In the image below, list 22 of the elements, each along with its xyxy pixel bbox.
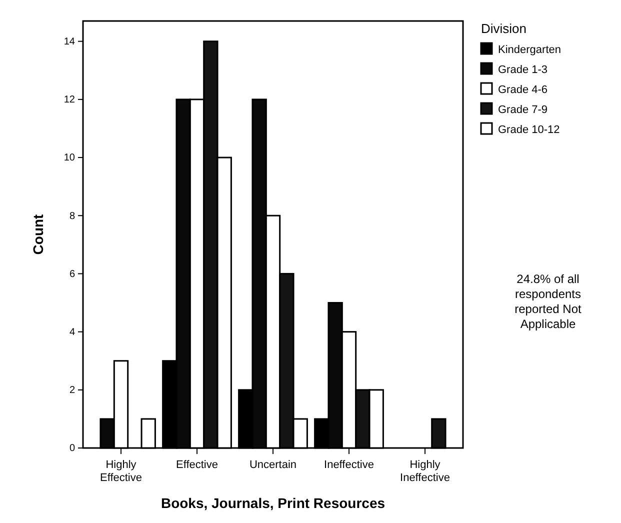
x-tick-label: Ineffective: [324, 459, 374, 471]
text: 24.8% of all respondents reported Not Applicable: [514, 272, 582, 331]
legend-label: Grade 1-3: [498, 64, 548, 76]
x-axis-title: Books, Journals, Print Resources: [160, 495, 386, 511]
legend-title: Division: [481, 21, 527, 36]
y-axis-title: Count: [30, 214, 46, 255]
x-tick-label: Highly Ineffective: [400, 459, 450, 484]
x-tick-label: Uncertain: [249, 459, 297, 471]
y-tick-label: 14: [64, 36, 76, 48]
legend-label: Grade 10-12: [498, 124, 560, 136]
y-tick-label: 0: [69, 443, 76, 454]
legend-label: Grade 4-6: [498, 84, 548, 96]
y-tick-label: 4: [69, 327, 76, 338]
y-tick-label: 2: [69, 385, 76, 396]
x-tick-label: Effective: [176, 459, 218, 471]
legend-label: Grade 7-9: [498, 104, 548, 116]
x-tick-label: Highly Effective: [100, 459, 142, 484]
legend-label: Kindergarten: [498, 44, 561, 56]
y-tick-label: 6: [69, 268, 76, 280]
y-tick-label: 8: [69, 210, 76, 222]
y-tick-label: 10: [64, 152, 76, 164]
y-tick-label: 12: [64, 94, 76, 106]
